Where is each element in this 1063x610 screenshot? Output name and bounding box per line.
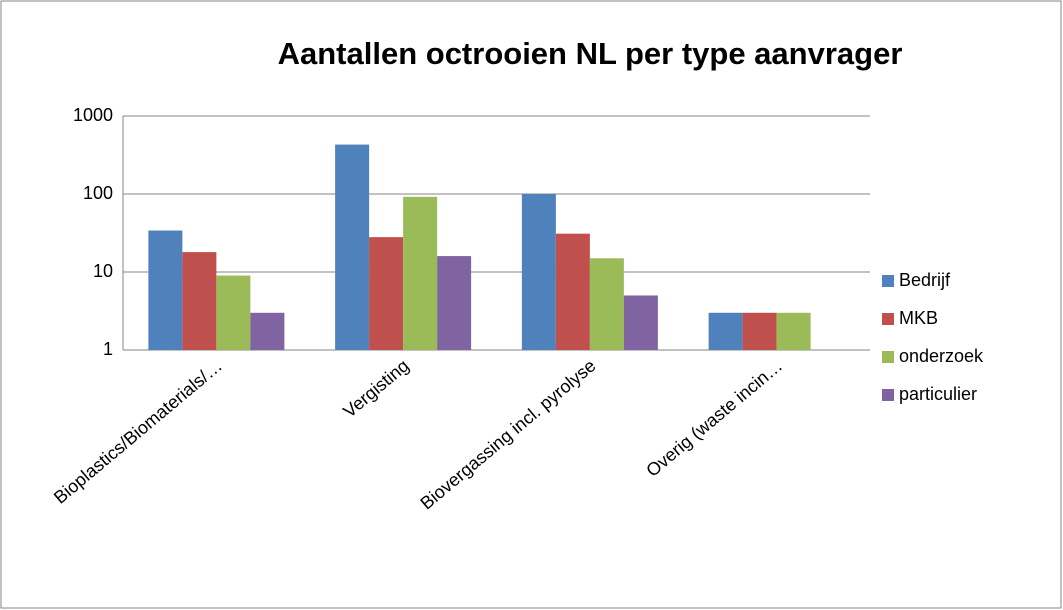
legend-label: onderzoek: [899, 346, 984, 366]
bar: [708, 312, 743, 350]
bar: [216, 275, 251, 350]
bar: [776, 312, 811, 350]
bar: [250, 312, 285, 350]
bar: [555, 233, 590, 350]
legend-swatch: [882, 351, 894, 363]
bar: [148, 230, 183, 350]
legend-swatch: [882, 275, 894, 287]
bar: [589, 258, 624, 350]
bar: [437, 256, 472, 350]
chart-title: Aantallen octrooien NL per type aanvrage…: [278, 36, 903, 71]
bar: [369, 237, 404, 350]
legend-label: MKB: [899, 308, 938, 328]
y-tick-label: 1: [103, 339, 113, 359]
y-tick-label: 10: [93, 261, 113, 281]
bar: [335, 144, 370, 350]
y-tick-label: 100: [83, 183, 113, 203]
y-tick-label: 1000: [73, 105, 113, 125]
bar: [623, 295, 658, 350]
bar: [521, 194, 556, 350]
legend-label: Bedrijf: [899, 270, 951, 290]
legend-swatch: [882, 389, 894, 401]
legend-label: particulier: [899, 384, 977, 404]
legend-swatch: [882, 313, 894, 325]
bar: [742, 312, 777, 350]
bar: [403, 196, 438, 350]
bar: [182, 252, 217, 350]
